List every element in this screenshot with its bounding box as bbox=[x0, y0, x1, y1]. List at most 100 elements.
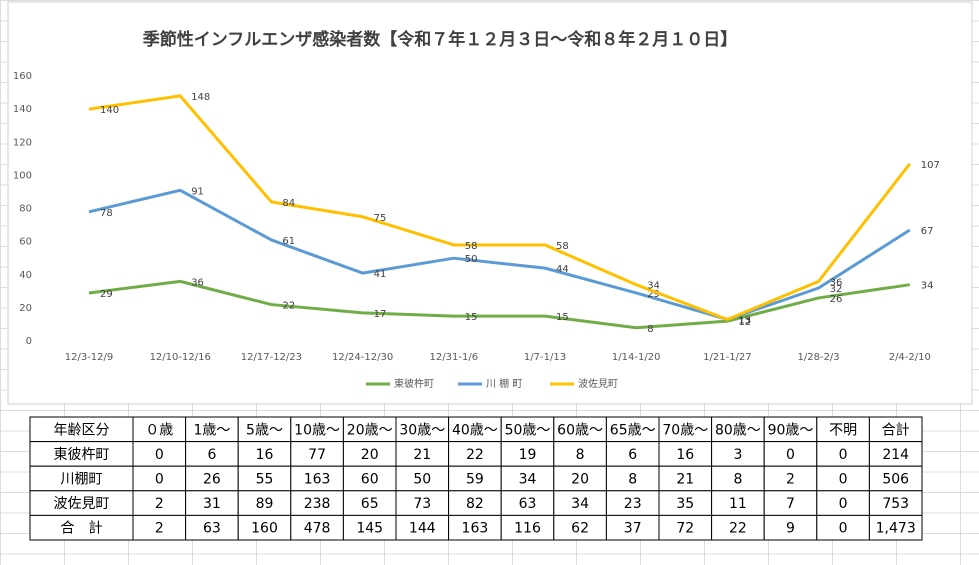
table-cell-text: 160 bbox=[251, 521, 278, 537]
table-cell-text: 2 bbox=[155, 496, 164, 512]
table-cell bbox=[605, 490, 660, 516]
data-label: 13 bbox=[738, 315, 751, 326]
data-label: 41 bbox=[374, 269, 387, 280]
table-cell bbox=[132, 514, 187, 541]
table-cell-text: 77 bbox=[308, 447, 326, 463]
table-cell-text: 62 bbox=[571, 521, 589, 537]
data-label: 13 bbox=[738, 315, 751, 326]
table-cell bbox=[868, 490, 923, 516]
table-cell bbox=[605, 416, 660, 443]
table-cell bbox=[395, 441, 450, 467]
table-cell bbox=[711, 441, 765, 467]
x-tick-label: 1/7-1/13 bbox=[524, 352, 566, 363]
table-cell-text: 0 bbox=[155, 447, 164, 463]
table-cell bbox=[605, 465, 660, 492]
table-cell-text: 55 bbox=[256, 472, 274, 488]
table-cell bbox=[711, 514, 765, 541]
table-cell-text: 7 bbox=[786, 496, 795, 512]
table-cell bbox=[868, 514, 923, 541]
table-cell-text: 238 bbox=[304, 496, 331, 512]
data-label: 44 bbox=[556, 264, 569, 275]
table-header: 80歳～ bbox=[715, 422, 761, 438]
table-header: 10歳～ bbox=[294, 422, 340, 438]
table-cell bbox=[29, 514, 134, 541]
table-cell-text: 63 bbox=[203, 521, 221, 537]
table-cell-text: 20 bbox=[361, 447, 379, 463]
legend-label: 波佐見町 bbox=[578, 377, 618, 390]
table-header: 20歳～ bbox=[347, 422, 393, 438]
table-header: 30歳～ bbox=[399, 422, 445, 438]
table-cell bbox=[816, 490, 870, 516]
table-cell-text: 82 bbox=[466, 496, 484, 512]
table-cell-text: 163 bbox=[462, 521, 489, 537]
data-label: 84 bbox=[282, 198, 295, 209]
table-cell-text: 31 bbox=[203, 496, 221, 512]
data-label: 8 bbox=[647, 324, 653, 335]
table-cell-text: 144 bbox=[409, 521, 436, 537]
table-cell bbox=[711, 490, 765, 516]
legend-label: 川 棚 町 bbox=[486, 377, 522, 390]
table-header: 1歳～ bbox=[193, 422, 230, 438]
table-cell bbox=[132, 441, 187, 467]
table-cell bbox=[500, 416, 555, 443]
table-cell-text: 東彼杵町 bbox=[54, 447, 110, 463]
table-cell bbox=[29, 416, 134, 443]
data-label: 34 bbox=[921, 281, 934, 292]
x-tick-label: 12/17-12/23 bbox=[241, 352, 302, 363]
line bbox=[88, 279, 911, 330]
table-cell-text: 11 bbox=[729, 496, 747, 512]
y-tick-label: 20 bbox=[19, 303, 32, 314]
data-label: 29 bbox=[100, 289, 113, 300]
x-tick-label: 1/21-1/27 bbox=[703, 352, 752, 363]
table-cell bbox=[342, 465, 397, 492]
y-tick-label: 100 bbox=[13, 170, 32, 181]
data-label: 36 bbox=[830, 277, 843, 288]
table-header: 合計 bbox=[882, 422, 910, 438]
x-tick-label: 12/10-12/16 bbox=[150, 352, 211, 363]
x-tick-label: 1/28-2/3 bbox=[798, 352, 840, 363]
data-label: 61 bbox=[282, 236, 295, 247]
data-label: 22 bbox=[282, 301, 295, 312]
table-header: 不明 bbox=[829, 422, 857, 438]
data-label: 140 bbox=[100, 105, 119, 116]
table-header: 90歳～ bbox=[768, 422, 814, 438]
x-tick-label: 12/31-1/6 bbox=[430, 352, 479, 363]
table-cell-text: 20 bbox=[571, 472, 589, 488]
line bbox=[88, 94, 911, 321]
table-cell-text: 60 bbox=[361, 472, 379, 488]
table-cell-text: 34 bbox=[571, 496, 589, 512]
table-cell-text: 8 bbox=[628, 472, 637, 488]
data-label: 29 bbox=[647, 289, 660, 300]
table-cell-text: 2 bbox=[786, 472, 795, 488]
y-tick-label: 120 bbox=[13, 137, 32, 148]
table-cell-text: 0 bbox=[839, 496, 848, 512]
table-cell-text: 波佐見町 bbox=[54, 496, 110, 512]
table-cell bbox=[237, 514, 292, 541]
x-tick-label: 1/14-1/20 bbox=[612, 352, 661, 363]
data-label: 75 bbox=[374, 213, 387, 224]
data-label: 12 bbox=[738, 317, 751, 328]
table-cell bbox=[185, 514, 239, 541]
table-cell-text: 72 bbox=[676, 521, 694, 537]
table-cell-text: 116 bbox=[514, 521, 541, 537]
table-cell bbox=[763, 514, 818, 541]
table-cell-text: 59 bbox=[466, 472, 484, 488]
table-cell bbox=[395, 416, 450, 443]
table-cell bbox=[237, 441, 292, 467]
table-cell-text: 6 bbox=[628, 447, 637, 463]
data-label: 50 bbox=[465, 254, 478, 265]
table-cell-text: 35 bbox=[676, 496, 694, 512]
table-cell bbox=[342, 441, 397, 467]
y-tick-label: 80 bbox=[19, 204, 32, 215]
data-label: 148 bbox=[191, 92, 210, 103]
table-cell-text: 753 bbox=[882, 496, 909, 512]
y-tick-label: 60 bbox=[19, 237, 32, 248]
x-tick-label: 2/4-2/10 bbox=[889, 352, 931, 363]
x-tick-label: 12/3-12/9 bbox=[65, 352, 114, 363]
table-cell bbox=[290, 490, 344, 516]
table-cell bbox=[816, 465, 870, 492]
data-label: 15 bbox=[556, 312, 569, 323]
table-cell-text: 145 bbox=[356, 521, 383, 537]
table-cell-text: 6 bbox=[207, 447, 216, 463]
